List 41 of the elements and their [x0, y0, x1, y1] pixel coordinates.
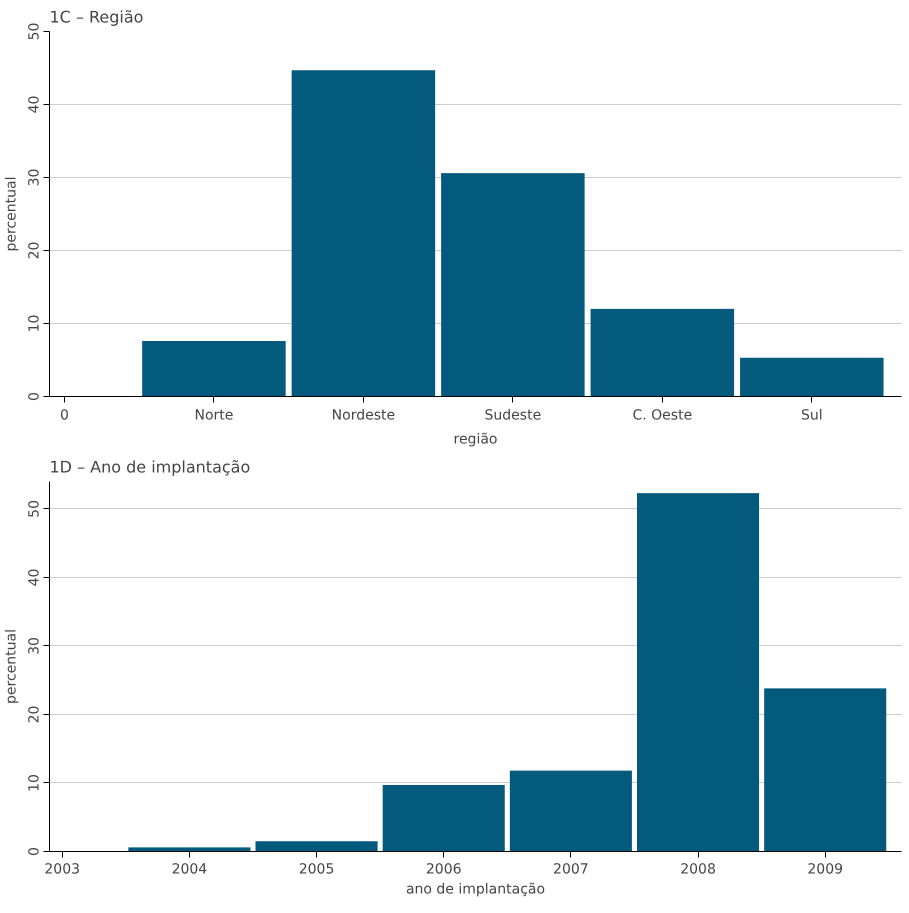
x-tick-label: Sul	[800, 408, 823, 424]
y-tick-label: 30	[26, 168, 42, 186]
y-tick-label: 0	[26, 847, 42, 856]
bar	[510, 770, 632, 852]
y-tick-label: 40	[26, 96, 42, 114]
y-axis-title: percentual	[4, 176, 20, 252]
y-axis-title: percentual	[4, 629, 20, 704]
chart-title: 1C – Região	[50, 8, 144, 26]
bar	[441, 173, 585, 396]
x-tick-label: 2007	[553, 862, 589, 878]
x-tick-label: 2004	[172, 862, 208, 878]
x-tick-label: 2009	[807, 862, 844, 878]
x-axis-title: região	[454, 432, 498, 448]
y-tick-label: 10	[26, 314, 42, 332]
bar	[637, 493, 760, 852]
y-tick-label: 40	[26, 568, 42, 586]
chart-title: 1D – Ano de implantação	[50, 458, 250, 476]
y-tick-label: 0	[26, 392, 42, 401]
x-tick-label: 2006	[426, 862, 462, 878]
bar	[590, 308, 734, 396]
y-tick-label: 50	[26, 500, 42, 518]
y-tick-label: 30	[26, 637, 42, 655]
bar	[764, 688, 886, 852]
bar	[292, 70, 436, 396]
x-tick-label: 2008	[680, 862, 716, 878]
x-tick-label: 2003	[44, 862, 80, 878]
y-tick-label: 50	[26, 22, 42, 40]
x-tick-label: Sudeste	[484, 408, 542, 424]
x-tick-label: Nordeste	[332, 408, 396, 424]
bar	[256, 841, 378, 852]
x-tick-label: 2005	[298, 862, 334, 878]
bar	[740, 358, 884, 396]
bar	[142, 341, 286, 396]
x-tick-label: 0	[60, 408, 69, 424]
y-tick-label: 20	[26, 706, 42, 724]
y-tick-label: 20	[26, 242, 42, 260]
x-tick-label: Norte	[194, 408, 234, 424]
x-axis-title: ano de implantação	[406, 882, 546, 898]
x-tick-label: C. Oeste	[632, 408, 692, 424]
bar	[382, 785, 505, 852]
y-tick-label: 10	[26, 774, 42, 792]
